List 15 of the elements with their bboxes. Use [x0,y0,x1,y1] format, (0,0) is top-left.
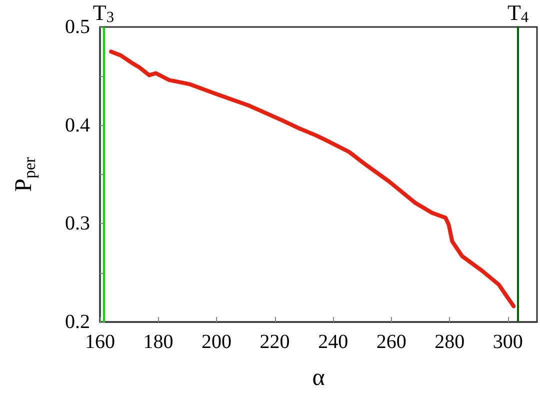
y-tick-label: 0.5 [65,16,90,38]
x-tick-label: 260 [376,331,406,353]
x-tick-label: 160 [85,331,115,353]
x-tick-label: 200 [202,331,232,353]
x-tick-label: 300 [492,331,523,353]
y-axis-title: Pper [11,156,39,192]
line-series [109,50,516,308]
y-tick-label: 0.2 [65,311,90,333]
y-tick-label: 0.4 [65,114,90,136]
x-tick-label: 180 [143,331,174,353]
x-axis-title: α [312,365,326,391]
x-tick-label: 220 [260,331,290,353]
y-tick-label: 0.3 [65,212,90,235]
x-tick-label: 240 [318,331,348,353]
x-tick-label: 280 [434,331,465,353]
